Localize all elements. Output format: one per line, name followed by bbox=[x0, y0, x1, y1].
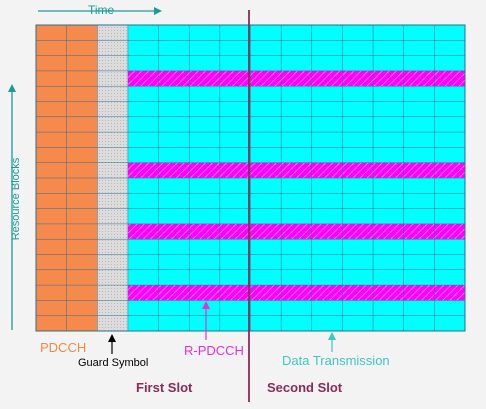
r-pdcch-band bbox=[127, 223, 465, 240]
second-slot-label: Second Slot bbox=[267, 380, 343, 395]
grid-outline bbox=[35, 24, 466, 332]
r-pdcch-label: R-PDCCH bbox=[184, 343, 244, 358]
resource-grid bbox=[35, 24, 466, 332]
r-pdcch-band bbox=[127, 162, 465, 178]
first-slot-label: First Slot bbox=[136, 380, 193, 395]
pdcch-label: PDCCH bbox=[40, 340, 87, 355]
r-pdcch-band bbox=[127, 285, 465, 301]
data-transmission-label: Data Transmission bbox=[282, 353, 390, 368]
guard-symbol-label: Guard Symbol bbox=[78, 357, 149, 369]
r-pdcch-band bbox=[127, 70, 465, 87]
time-axis-label: Time bbox=[88, 3, 115, 17]
resource-blocks-axis-label: Resource Blocks bbox=[10, 157, 22, 241]
